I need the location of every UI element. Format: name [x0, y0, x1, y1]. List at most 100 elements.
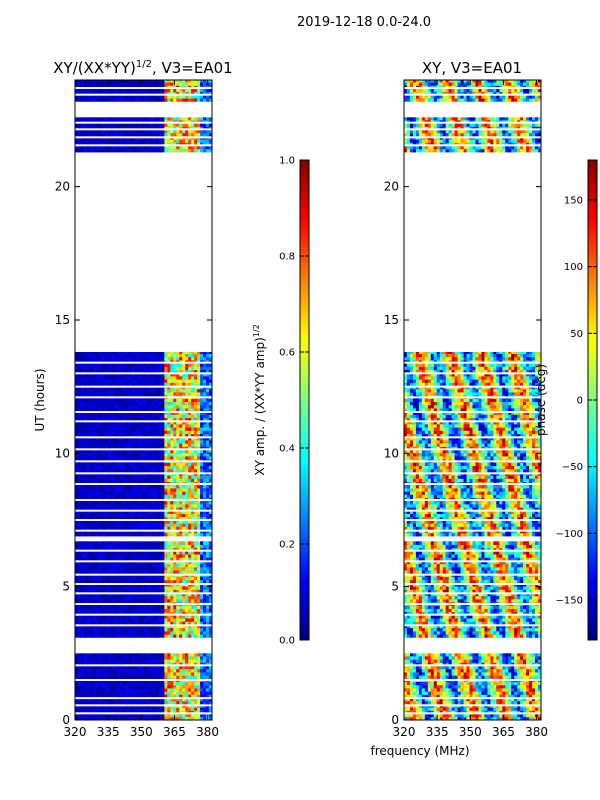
heatmap-cell: [188, 621, 192, 625]
heatmap-cell: [203, 372, 207, 377]
heatmap-cell: [149, 598, 153, 603]
heatmap-cell: [107, 500, 112, 505]
heatmap-cell: [83, 440, 88, 444]
heatmap-cell: [188, 579, 192, 584]
heatmap-cell: [158, 653, 162, 657]
heatmap-cell: [170, 618, 174, 622]
heatmap-cell: [155, 595, 159, 600]
heatmap-cell: [83, 494, 88, 498]
heatmap-cell: [143, 353, 147, 358]
heatmap-cell: [134, 532, 138, 537]
heatmap-cell: [206, 382, 210, 386]
heatmap-cell: [152, 684, 156, 689]
heatmap-cell: [188, 408, 192, 412]
heatmap-cell: [179, 379, 183, 383]
heatmap-cell: [116, 550, 121, 555]
heatmap-cell: [176, 392, 180, 396]
heatmap-cell: [104, 614, 109, 619]
heatmap-cell: [125, 710, 130, 714]
heatmap-cell: [194, 659, 198, 663]
heatmap-cell: [134, 544, 138, 549]
heatmap-cell: [167, 691, 171, 695]
heatmap-cell: [176, 526, 180, 530]
heatmap-cell: [89, 440, 94, 444]
heatmap-cell: [182, 443, 186, 447]
heatmap-cell: [86, 554, 91, 558]
heatmap-cell: [209, 688, 213, 692]
heatmap-cell: [203, 608, 207, 613]
heatmap-cell: [80, 376, 85, 380]
heatmap-cell: [170, 427, 174, 431]
heatmap-cell: [92, 563, 97, 568]
heatmap-cell: [140, 608, 144, 613]
heatmap-cell: [206, 436, 210, 441]
heatmap-cell: [170, 621, 174, 625]
heatmap-cell: [164, 681, 168, 686]
heatmap-cell: [125, 598, 130, 603]
heatmap-cell: [197, 697, 201, 702]
heatmap-cell: [101, 392, 106, 396]
heatmap-cell: [191, 595, 195, 600]
heatmap-cell: [200, 659, 204, 663]
heatmap-cell: [95, 681, 100, 686]
heatmap-cell: [170, 634, 174, 638]
heatmap-cell: [197, 433, 201, 438]
heatmap-cell: [95, 605, 100, 609]
heatmap-cell: [149, 697, 153, 702]
heatmap-cell: [95, 675, 100, 679]
heatmap-cell: [155, 608, 159, 613]
heatmap-cell: [188, 372, 192, 377]
heatmap-cell: [206, 520, 210, 524]
heatmap-cell: [125, 589, 130, 593]
heatmap-cell: [206, 586, 210, 590]
heatmap-cell: [200, 382, 204, 386]
heatmap-cell: [170, 563, 174, 568]
heatmap-cell: [110, 507, 115, 511]
heatmap-cell: [185, 356, 189, 361]
heatmap-cell: [116, 516, 121, 521]
heatmap-cell: [77, 379, 82, 383]
heatmap-cell: [110, 544, 115, 549]
heatmap-cell: [161, 424, 165, 428]
heatmap-cell: [164, 576, 168, 581]
heatmap-cell: [89, 372, 94, 377]
heatmap-cell: [83, 656, 88, 660]
heatmap-cell: [125, 621, 130, 625]
heatmap-cell: [161, 595, 165, 600]
heatmap-cell: [149, 427, 153, 431]
heatmap-cell: [137, 388, 141, 393]
heatmap-cell: [197, 523, 201, 527]
heatmap-cell: [77, 681, 82, 686]
heatmap-cell: [149, 547, 153, 552]
heatmap-cell: [206, 563, 210, 568]
heatmap-cell: [101, 634, 106, 638]
heatmap-cell: [116, 452, 121, 457]
heatmap-cell: [185, 550, 189, 555]
heatmap-cell: [155, 557, 159, 561]
heatmap-cell: [104, 398, 109, 402]
heatmap-cell: [194, 570, 198, 574]
heatmap-cell: [140, 618, 144, 622]
heatmap-cell: [119, 653, 124, 657]
heatmap-cell: [92, 630, 97, 635]
heatmap-cell: [140, 520, 144, 524]
heatmap-cell: [179, 408, 183, 412]
heatmap-cell: [119, 366, 124, 370]
heatmap-cell: [98, 507, 103, 511]
heatmap-cell: [98, 672, 103, 676]
heatmap-cell: [95, 443, 100, 447]
heatmap-cell: [86, 446, 91, 450]
heatmap-cell: [101, 627, 106, 632]
heatmap-cell: [158, 570, 162, 574]
heatmap-cell: [116, 510, 121, 514]
heatmap-cell: [170, 576, 174, 581]
heatmap-cell: [200, 523, 204, 527]
heatmap-cell: [128, 608, 132, 613]
heatmap-cell: [77, 491, 82, 495]
heatmap-cell: [194, 691, 198, 695]
heatmap-cell: [113, 716, 118, 721]
heatmap-cell: [176, 614, 180, 619]
heatmap-cell: [86, 430, 91, 434]
heatmap-cell: [86, 520, 91, 524]
heatmap-cell: [191, 363, 195, 367]
